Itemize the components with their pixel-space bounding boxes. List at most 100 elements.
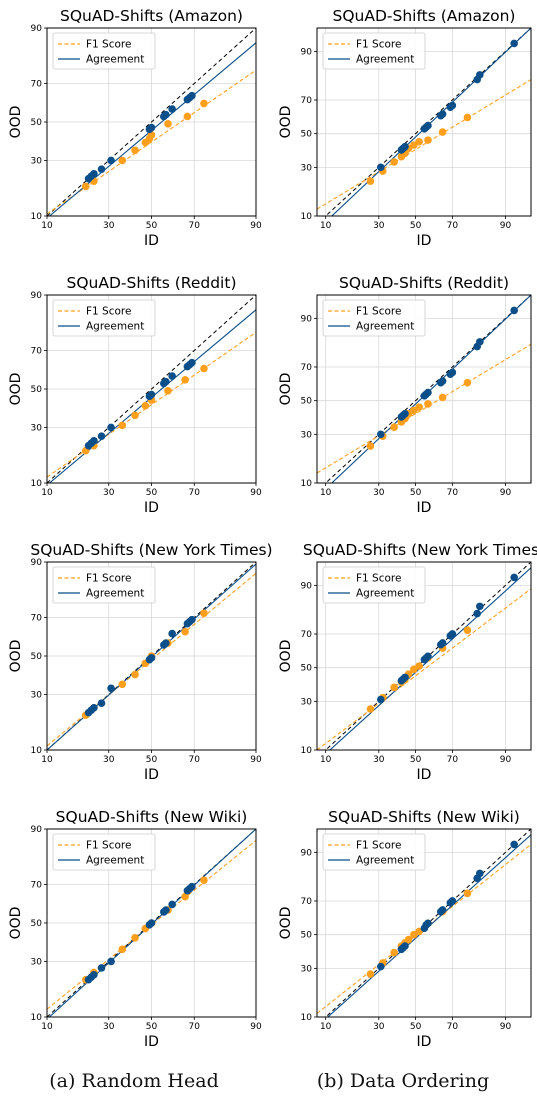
agreement-point — [147, 654, 156, 662]
legend-label: Agreement — [356, 588, 414, 600]
chart-title: SQuAD-Shifts (New York Times) — [303, 541, 537, 559]
agreement-point — [424, 652, 432, 661]
f1-point — [463, 113, 472, 122]
legend-label: Agreement — [86, 855, 144, 867]
x-tick-label: 30 — [103, 1022, 115, 1032]
agreement-point — [448, 897, 457, 905]
chart-title: SQuAD-Shifts (Reddit) — [67, 274, 237, 292]
x-tick-label: 10 — [320, 488, 332, 498]
y-tick-label: 10 — [31, 1013, 43, 1023]
chart-title: SQuAD-Shifts (New York Times) — [30, 541, 272, 559]
agreement-point — [476, 71, 484, 79]
y-tick-label: 10 — [31, 746, 43, 756]
caption-data-ordering: (b) Data Ordering — [316, 1070, 490, 1092]
f1-fit-line — [47, 331, 256, 478]
y-tick-label: 70 — [31, 347, 43, 357]
y-tick-label: 10 — [31, 212, 43, 222]
f1-fit-line — [47, 839, 256, 1010]
chart-panel: 10 30 50 70 90 10 30 50 70 90 SQuAD-Shifts (Reddit… — [278, 274, 532, 516]
x-axis-label: ID — [417, 233, 432, 249]
f1-point — [366, 177, 375, 185]
agreement-point — [438, 110, 447, 118]
diagonal-line — [47, 295, 256, 483]
chart-panel: 10 30 50 70 90 10 30 50 70 90 SQuAD-Shifts (New Wi… — [278, 808, 532, 1050]
agreement-point — [424, 121, 432, 130]
x-axis-label: ID — [144, 767, 159, 783]
y-tick-label: 90 — [31, 558, 43, 568]
x-tick-label: 70 — [189, 1022, 201, 1032]
plot-frame — [316, 561, 532, 751]
agreement-point — [401, 142, 409, 151]
agreement-point — [401, 409, 409, 418]
f1-point — [141, 401, 150, 410]
agreement-point — [162, 377, 170, 386]
agreement-point — [424, 919, 432, 928]
plot-frame — [316, 828, 532, 1018]
agreement-point — [162, 639, 170, 647]
plot-frame — [316, 294, 532, 484]
f1-point — [181, 375, 189, 384]
chart-panel: 10 30 50 70 90 10 30 50 70 90 SQuAD-Shifts (New Wi… — [8, 808, 262, 1050]
chart-title: SQuAD-Shifts (New Wiki) — [328, 808, 520, 826]
diagonal-line — [324, 28, 531, 216]
f1-point — [424, 400, 432, 408]
x-tick-label: 30 — [373, 488, 385, 498]
f1-point — [200, 876, 208, 885]
y-tick-label: 30 — [301, 964, 313, 974]
y-tick-label: 10 — [301, 746, 313, 756]
f1-point — [390, 158, 398, 166]
y-tick-label: 50 — [301, 397, 313, 407]
x-tick-label: 30 — [103, 755, 115, 765]
x-axis-label: ID — [417, 1034, 432, 1050]
x-axis-label: ID — [144, 233, 159, 249]
y-tick-label: 50 — [301, 931, 313, 941]
y-tick-label: 10 — [31, 479, 43, 489]
x-tick-label: 30 — [373, 221, 385, 231]
x-tick-label: 50 — [410, 221, 422, 231]
legend-label: Agreement — [356, 54, 414, 66]
f1-point — [118, 421, 127, 430]
y-axis-label: OOD — [278, 907, 294, 940]
f1-point — [390, 423, 398, 431]
x-tick-label: 70 — [447, 221, 459, 231]
x-axis-label: ID — [144, 500, 159, 516]
agreement-point — [90, 704, 98, 712]
x-tick-label: 50 — [410, 1022, 422, 1032]
x-tick-label: 90 — [500, 488, 512, 498]
x-tick-label: 90 — [500, 221, 512, 231]
agreement-point — [376, 163, 385, 172]
x-tick-label: 90 — [250, 1022, 262, 1032]
diagonal-line — [324, 562, 531, 750]
legend-label: F1 Score — [356, 39, 401, 51]
diagonal-line — [324, 829, 531, 1017]
y-tick-label: 10 — [301, 479, 313, 489]
y-tick-label: 90 — [301, 314, 313, 324]
f1-point — [131, 670, 139, 679]
y-axis-label: OOD — [8, 907, 24, 940]
y-tick-label: 70 — [301, 630, 313, 640]
f1-point — [390, 683, 398, 692]
agreement-point — [473, 609, 481, 618]
y-tick-label: 50 — [31, 118, 43, 128]
agreement-point — [97, 964, 106, 972]
f1-point — [438, 393, 447, 402]
agreement-point — [510, 840, 518, 849]
f1-point — [181, 892, 189, 901]
chart-title: SQuAD-Shifts (Reddit) — [339, 274, 509, 292]
y-axis-label: OOD — [8, 373, 24, 406]
agreement-point — [476, 338, 484, 346]
agreement-point — [162, 906, 170, 914]
x-tick-label: 10 — [41, 755, 53, 765]
x-tick-label: 70 — [189, 755, 201, 765]
legend-box — [322, 299, 426, 337]
agreement-point — [510, 306, 518, 315]
y-tick-label: 30 — [301, 697, 313, 707]
chart-title: SQuAD-Shifts (Amazon) — [60, 7, 243, 25]
x-tick-label: 30 — [103, 221, 115, 231]
x-tick-label: 30 — [373, 755, 385, 765]
y-tick-label: 50 — [301, 130, 313, 140]
f1-point — [118, 156, 127, 165]
y-tick-label: 50 — [301, 664, 313, 674]
agreement-point — [162, 110, 170, 119]
y-tick-label: 90 — [31, 24, 43, 34]
